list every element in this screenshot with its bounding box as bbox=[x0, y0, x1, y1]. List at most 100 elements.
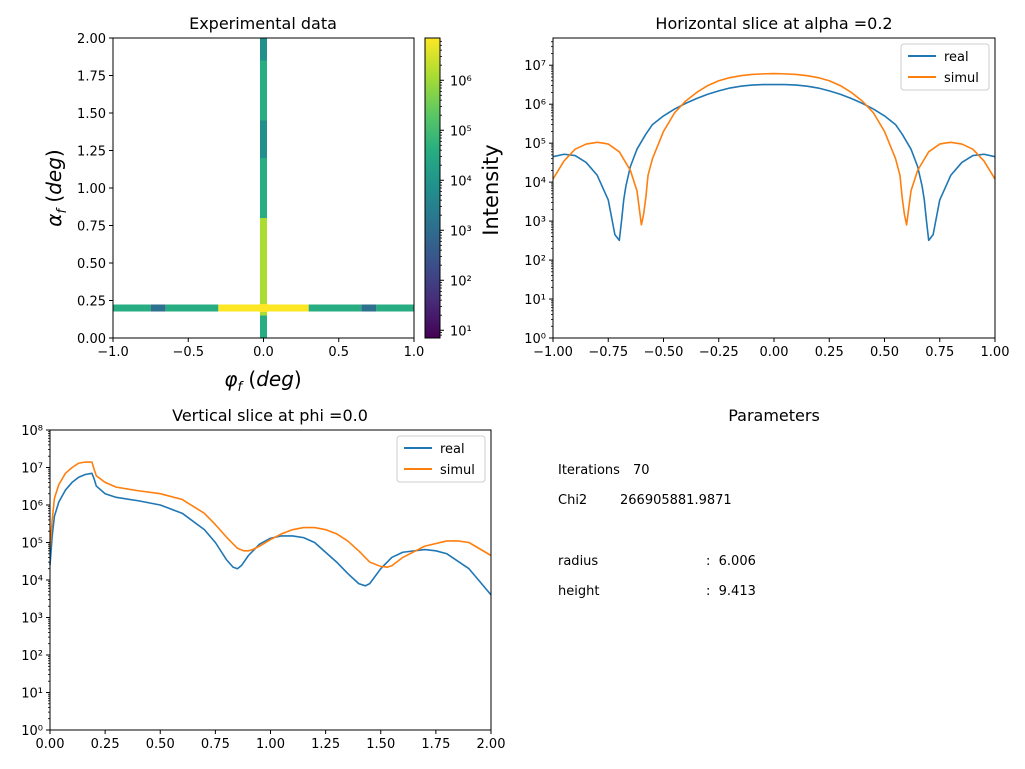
heatmap-vertical-band-cell bbox=[260, 218, 267, 316]
vertical-slice-y-tick-label: 10³ bbox=[21, 612, 43, 627]
vertical-slice-panel: Vertical slice at phi =0.0 0.00 0.25 0.50 0… bbox=[21, 406, 505, 752]
heatmap-vertical-band-cell bbox=[260, 120, 267, 158]
chi2-value: 266905881.9871 bbox=[620, 493, 732, 508]
colorbar-tick-label: 10¹ bbox=[450, 324, 472, 339]
param-radius-name: radius bbox=[558, 554, 598, 569]
vertical-slice-x-tick-label: 2.00 bbox=[477, 737, 506, 752]
heatmap-vertical-band-cell bbox=[260, 60, 267, 121]
vertical-slice-y-ticks: 10⁰ 10¹ 10² 10³ 10⁴ 10⁵ 10⁶ 10⁷ 10⁸ bbox=[21, 424, 50, 739]
horizontal-slice-y-tick-label: 10³ bbox=[524, 215, 546, 230]
heatmap-xlabel: φf (deg) bbox=[224, 367, 301, 395]
heatmap-vertical-band-cell bbox=[260, 315, 267, 338]
vertical-slice-y-tick-label: 10¹ bbox=[21, 687, 43, 702]
vertical-slice-x-tick-label: 0.25 bbox=[91, 737, 120, 752]
heatmap-marks bbox=[113, 38, 414, 338]
horizontal-slice-x-tick-label: 0.75 bbox=[925, 345, 954, 360]
heatmap-vertical-band-cell bbox=[260, 38, 267, 61]
horizontal-slice-legend: real simul bbox=[900, 43, 990, 91]
iterations-label: Iterations bbox=[558, 463, 620, 478]
vertical-slice-y-tick-label: 10⁵ bbox=[21, 537, 43, 552]
vertical-slice-lines bbox=[49, 461, 492, 596]
horizontal-slice-lines bbox=[552, 72, 996, 242]
horizontal-slice-y-tick-label: 10⁴ bbox=[524, 176, 546, 191]
colorbar-tick-label: 10⁴ bbox=[450, 174, 472, 189]
legend-simul-label: simul bbox=[944, 71, 979, 86]
horizontal-slice-y-tick-label: 10⁷ bbox=[524, 59, 546, 74]
heatmap-horizontal-band-cell bbox=[150, 304, 166, 312]
colorbar-tick-label: 10⁵ bbox=[450, 124, 472, 139]
heatmap-x-tick-label: 0.5 bbox=[328, 345, 349, 360]
series-line-simul bbox=[49, 461, 492, 568]
vertical-slice-x-tick-label: 1.50 bbox=[366, 737, 395, 752]
horizontal-slice-x-tick-label: −0.25 bbox=[699, 345, 739, 360]
horizontal-slice-y-tick-label: 10⁰ bbox=[524, 332, 546, 347]
heatmap-y-tick-label: 0.25 bbox=[77, 295, 106, 310]
heatmap-y-tick-label: 2.00 bbox=[77, 32, 106, 47]
horizontal-slice-y-tick-label: 10¹ bbox=[524, 293, 546, 308]
legend-real-label: real bbox=[440, 442, 465, 457]
vertical-slice-x-tick-label: 1.00 bbox=[256, 737, 285, 752]
colorbar-tick-label: 10² bbox=[450, 274, 472, 289]
vertical-slice-x-tick-label: 0.50 bbox=[146, 737, 175, 752]
heatmap-horizontal-band-cell bbox=[376, 304, 414, 312]
param-height-name: height bbox=[558, 584, 599, 599]
horizontal-slice-x-tick-label: −0.50 bbox=[644, 345, 684, 360]
heatmap-y-ticks: 0.00 0.25 0.50 0.75 1.00 1.25 1.50 1.75 2.00 bbox=[77, 32, 113, 347]
parameters-title: Parameters bbox=[728, 406, 820, 425]
vertical-slice-y-tick-label: 10² bbox=[21, 649, 43, 664]
heatmap-panel: Experimental data −1.0 −0.5 0.0 0.5 1.0 0.00… bbox=[42, 14, 503, 395]
vertical-slice-y-tick-label: 10⁷ bbox=[21, 462, 43, 477]
vertical-slice-y-tick-label: 10⁶ bbox=[21, 499, 43, 514]
heatmap-vertical-band-cell bbox=[260, 158, 267, 218]
heatmap-horizontal-band-cell bbox=[361, 304, 377, 312]
horizontal-slice-title: Horizontal slice at alpha =0.2 bbox=[655, 14, 892, 33]
horizontal-slice-x-tick-label: −1.00 bbox=[533, 345, 573, 360]
heatmap-x-ticks: −1.0 −0.5 0.0 0.5 1.0 bbox=[97, 338, 424, 360]
heatmap-horizontal-band-cell bbox=[308, 304, 362, 312]
heatmap-y-tick-label: 1.75 bbox=[77, 70, 106, 85]
heatmap-horizontal-band-cell bbox=[113, 304, 151, 312]
chi2-label: Chi2 bbox=[558, 493, 587, 508]
horizontal-slice-y-ticks: 10⁰ 10¹ 10² 10³ 10⁴ 10⁵ 10⁶ 10⁷ bbox=[524, 41, 553, 347]
legend-simul-label: simul bbox=[440, 463, 475, 478]
horizontal-slice-x-ticks: −1.00 −0.75 −0.50 −0.25 0.00 0.25 0.50 0.75 1.00 bbox=[533, 338, 1009, 360]
vertical-slice-legend: real simul bbox=[396, 435, 486, 483]
heatmap-y-tick-label: 1.00 bbox=[77, 182, 106, 197]
heatmap-x-tick-label: −1.0 bbox=[97, 345, 129, 360]
parameters-panel: Parameters Iterations 70 Chi2 266905881.… bbox=[558, 406, 820, 599]
vertical-slice-y-tick-label: 10⁸ bbox=[21, 424, 43, 439]
vertical-slice-x-tick-label: 1.75 bbox=[421, 737, 450, 752]
horizontal-slice-x-tick-label: −0.75 bbox=[588, 345, 628, 360]
heatmap-y-tick-label: 0.00 bbox=[77, 332, 106, 347]
horizontal-slice-x-tick-label: 0.25 bbox=[815, 345, 844, 360]
series-line-real bbox=[49, 472, 492, 596]
vertical-slice-x-tick-label: 0.75 bbox=[201, 737, 230, 752]
vertical-slice-title: Vertical slice at phi =0.0 bbox=[172, 406, 368, 425]
colorbar: 10¹ 10² 10³ 10⁴ 10⁵ 10⁶ bbox=[424, 37, 472, 339]
heatmap-x-tick-label: 1.0 bbox=[404, 345, 425, 360]
iterations-value: 70 bbox=[633, 463, 650, 478]
heatmap-y-tick-label: 0.75 bbox=[77, 220, 106, 235]
vertical-slice-y-tick-label: 10⁰ bbox=[21, 724, 43, 739]
heatmap-y-tick-label: 1.50 bbox=[77, 107, 106, 122]
vertical-slice-x-ticks: 0.00 0.25 0.50 0.75 1.00 1.25 1.50 1.75 2.00 bbox=[36, 730, 506, 752]
heatmap-horizontal-band-cell bbox=[165, 304, 219, 312]
horizontal-slice-y-tick-label: 10⁵ bbox=[524, 137, 546, 152]
heatmap-peak-cell bbox=[259, 304, 268, 312]
horizontal-slice-y-tick-label: 10² bbox=[524, 254, 546, 269]
series-line-simul bbox=[552, 72, 996, 226]
heatmap-ylabel: αf (deg) bbox=[42, 149, 70, 226]
horizontal-slice-x-tick-label: 0.50 bbox=[870, 345, 899, 360]
heatmap-x-tick-label: −0.5 bbox=[172, 345, 204, 360]
horizontal-slice-x-tick-label: 1.00 bbox=[981, 345, 1010, 360]
colorbar-label: Intensity bbox=[479, 144, 503, 235]
colorbar-tick-label: 10³ bbox=[450, 224, 472, 239]
series-line-real bbox=[552, 83, 996, 242]
heatmap-x-tick-label: 0.0 bbox=[253, 345, 274, 360]
vertical-slice-x-tick-label: 0.00 bbox=[36, 737, 65, 752]
horizontal-slice-panel: Horizontal slice at alpha =0.2 −1.00 −0.7… bbox=[524, 14, 1009, 360]
vertical-slice-y-tick-label: 10⁴ bbox=[21, 574, 43, 589]
heatmap-title: Experimental data bbox=[189, 14, 337, 33]
vertical-slice-x-tick-label: 1.25 bbox=[311, 737, 340, 752]
